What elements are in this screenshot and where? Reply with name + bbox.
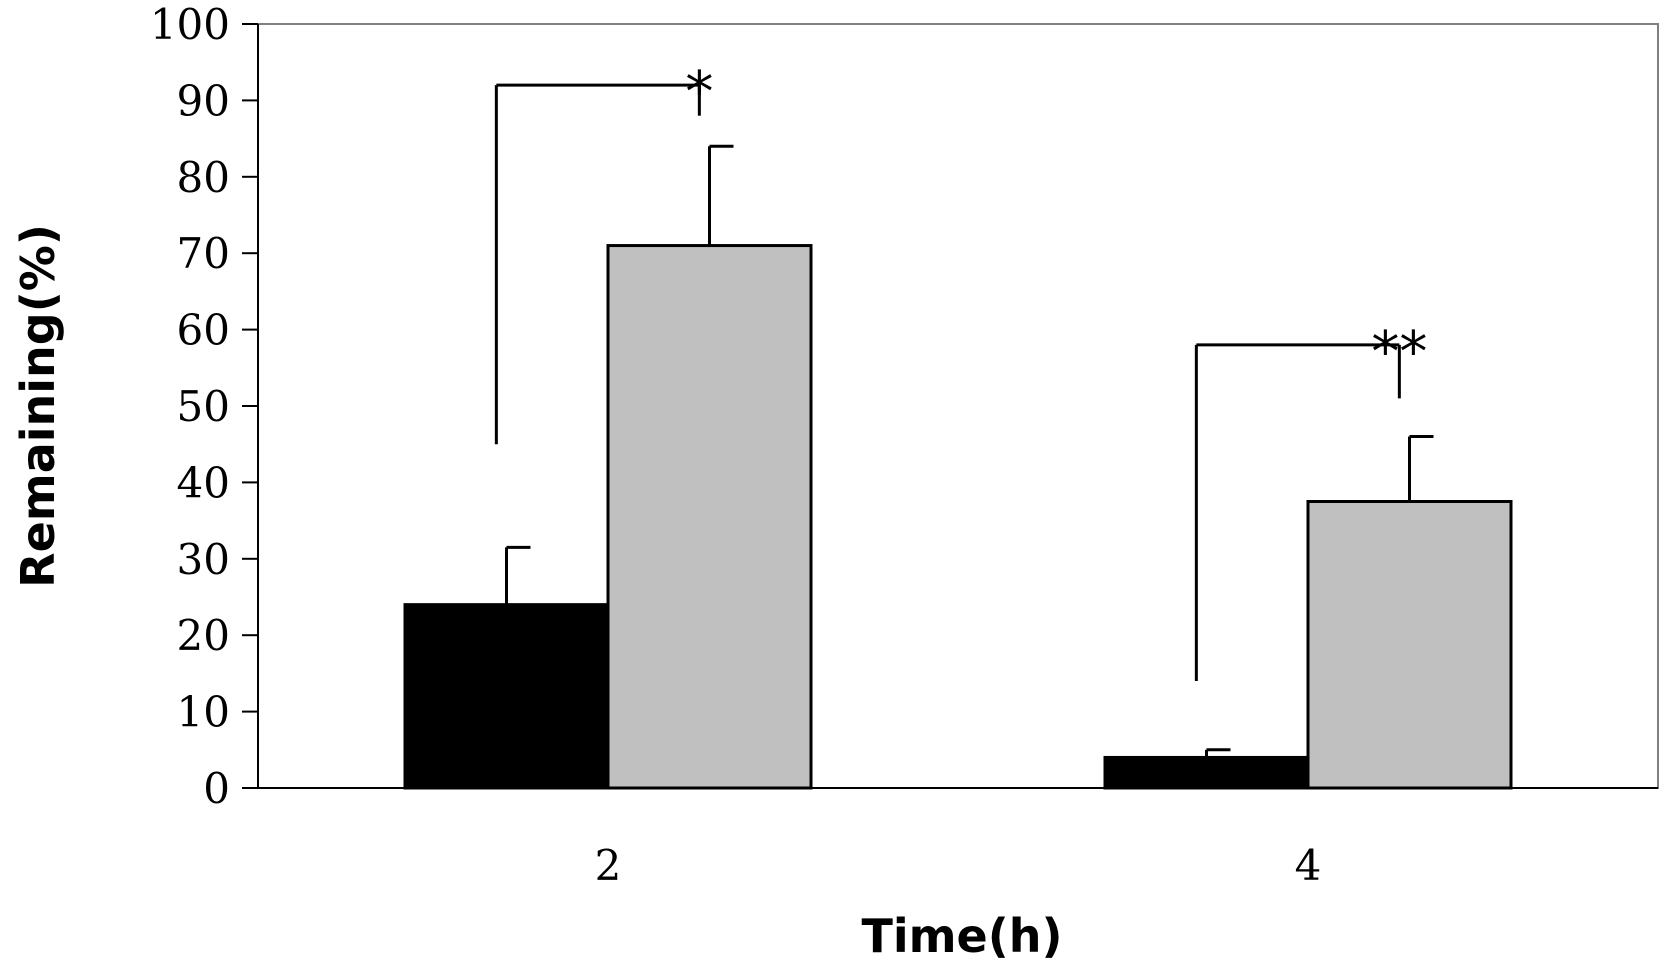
- y-tick-label: 50: [177, 382, 230, 431]
- y-tick-label: 100: [150, 0, 230, 49]
- y-tick-label: 30: [177, 535, 230, 584]
- error-bars: [505, 144, 1434, 758]
- significance-label: *: [685, 60, 713, 125]
- x-tick-label: 4: [1295, 841, 1322, 890]
- y-tick-label: 60: [177, 306, 230, 355]
- y-tick-label: 70: [177, 229, 230, 278]
- y-tick-label: 20: [177, 611, 230, 660]
- bar: [403, 603, 610, 790]
- y-tick-label: 10: [177, 688, 230, 737]
- x-tick-label: 2: [595, 841, 622, 890]
- y-axis-title: Remaining(%): [11, 224, 65, 588]
- bar: [606, 244, 813, 790]
- y-axis-ticks: 0 10 20 30 40 50 60 70 80 90 100: [150, 0, 1658, 813]
- y-tick-label: 90: [177, 76, 230, 125]
- bar: [1306, 500, 1513, 790]
- y-tick-label: 80: [177, 153, 230, 202]
- y-tick-label: 40: [177, 458, 230, 507]
- significance-label: **: [1371, 320, 1427, 385]
- x-axis-title: Time(h): [861, 909, 1062, 963]
- y-tick-label: 0: [203, 764, 230, 813]
- bars: [403, 244, 1513, 790]
- significance-brackets: ***: [494, 60, 1427, 682]
- bar: [1103, 755, 1310, 790]
